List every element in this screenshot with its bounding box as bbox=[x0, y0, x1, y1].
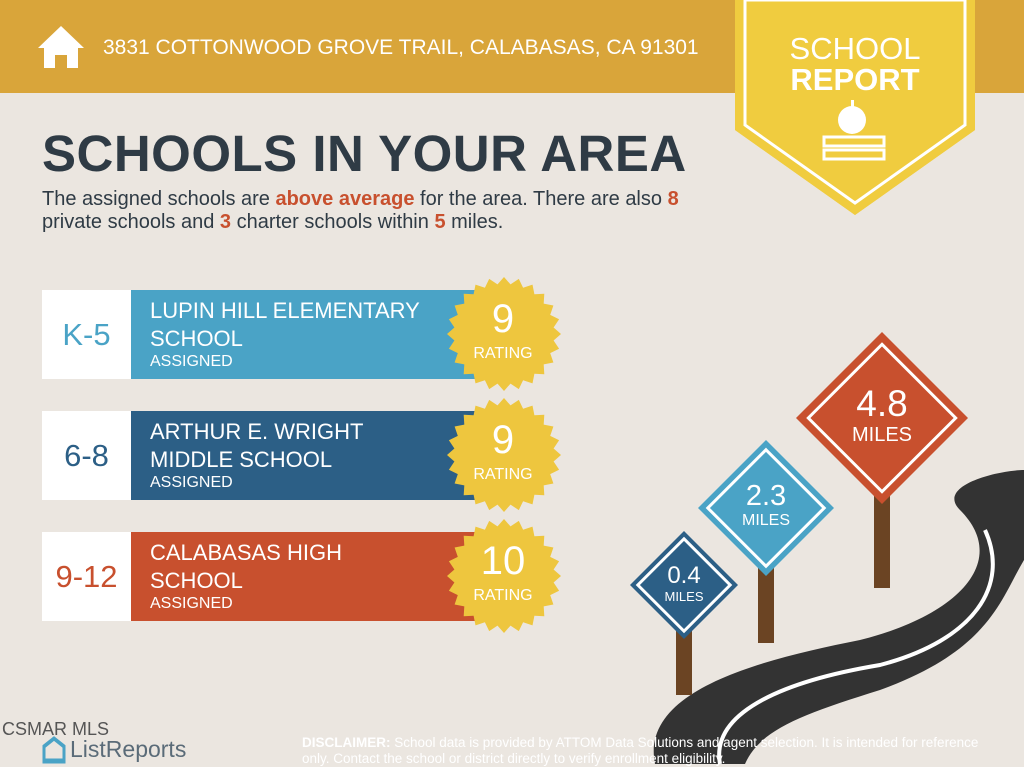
sign-face bbox=[630, 531, 738, 639]
intro-text: 8 bbox=[667, 188, 679, 210]
rating-label: RATING bbox=[473, 587, 533, 604]
sign-distance: 4.8 bbox=[856, 382, 908, 424]
rating-label: RATING bbox=[473, 345, 533, 362]
seal bbox=[447, 277, 561, 391]
badge-border bbox=[743, 0, 967, 205]
sign bbox=[796, 332, 968, 588]
grade: K-5 bbox=[42, 290, 131, 379]
intro-text: private schools and bbox=[42, 211, 220, 233]
heading: SCHOOLS IN YOUR AREA bbox=[42, 125, 687, 182]
sign-unit: MILES bbox=[851, 423, 913, 446]
intro-text: above average bbox=[275, 188, 415, 210]
sign-distance: 0.4 bbox=[667, 562, 701, 590]
brand: ListReports bbox=[70, 736, 187, 762]
badge-title: REPORT bbox=[790, 62, 920, 97]
school-band bbox=[131, 411, 475, 500]
logo-house bbox=[42, 737, 66, 764]
disclaimer-label: DISCLAIMER: bbox=[302, 735, 391, 750]
school-band bbox=[131, 290, 475, 379]
disclaimer: DISCLAIMER: School data is provided by A… bbox=[302, 735, 982, 767]
intro-text: 3 bbox=[219, 211, 232, 233]
sign-border bbox=[635, 536, 733, 634]
rating-seal bbox=[447, 277, 561, 391]
apple-books-icon bbox=[838, 100, 866, 134]
intro-text: The assigned schools are bbox=[42, 188, 276, 210]
address: 3831 COTTONWOOD GROVE TRAIL, CALABASAS, … bbox=[103, 36, 699, 59]
sign bbox=[630, 531, 738, 695]
grade: 9-12 bbox=[42, 532, 131, 621]
school-name: ARTHUR E. WRIGHT MIDDLE SCHOOL bbox=[150, 419, 364, 472]
school-status: ASSIGNED bbox=[150, 353, 233, 370]
intro: The assigned schools are above average f… bbox=[42, 188, 732, 234]
logo-icon bbox=[42, 737, 66, 764]
house-icon bbox=[38, 26, 84, 68]
sign-border bbox=[705, 447, 827, 569]
school-status: ASSIGNED bbox=[150, 474, 233, 491]
mls-label: CSMAR MLS bbox=[2, 719, 110, 739]
intro-text: for the area. There are also bbox=[414, 188, 668, 210]
intro-text: 5 bbox=[434, 211, 446, 233]
badge bbox=[735, 0, 975, 215]
sign-unit: MILES bbox=[741, 512, 790, 530]
sign-distance: 2.3 bbox=[745, 480, 787, 513]
rating: 10 bbox=[480, 539, 526, 583]
sign-face bbox=[796, 332, 968, 504]
road-line bbox=[717, 529, 995, 764]
house bbox=[38, 26, 84, 68]
rating-seal bbox=[447, 398, 561, 512]
sign-border bbox=[806, 342, 958, 494]
intro-text: miles. bbox=[445, 211, 504, 233]
intro-text: charter schools within bbox=[231, 211, 435, 233]
school-band bbox=[131, 532, 475, 621]
rating: 9 bbox=[491, 297, 515, 341]
school-name: LUPIN HILL ELEMENTARY SCHOOL bbox=[150, 298, 420, 351]
seal bbox=[447, 519, 561, 633]
book bbox=[822, 148, 886, 161]
sign-unit: MILES bbox=[664, 588, 704, 604]
book bbox=[822, 135, 886, 148]
sign-face bbox=[698, 440, 834, 576]
school-name: CALABASAS HIGH SCHOOL bbox=[150, 540, 342, 593]
road bbox=[653, 470, 1024, 764]
seal bbox=[447, 398, 561, 512]
sign bbox=[698, 440, 834, 643]
rating-seal bbox=[447, 519, 561, 633]
badge-title: SCHOOL bbox=[789, 31, 921, 66]
grade: 6-8 bbox=[42, 411, 131, 500]
school-status: ASSIGNED bbox=[150, 595, 233, 612]
rating: 9 bbox=[491, 418, 515, 462]
rating-label: RATING bbox=[473, 466, 533, 483]
disclaimer-text: School data is provided by ATTOM Data So… bbox=[302, 735, 979, 766]
